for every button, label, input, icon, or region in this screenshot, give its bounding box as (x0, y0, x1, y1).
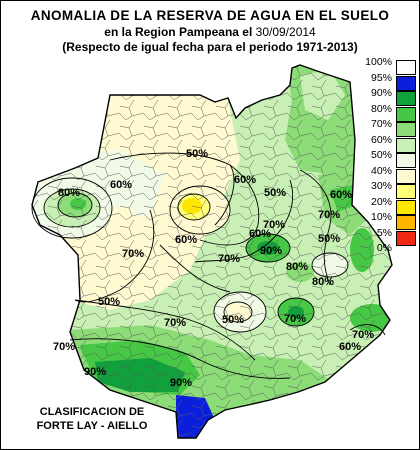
legend-swatch (396, 75, 416, 91)
contour-label: 70% (263, 219, 285, 231)
contour-label: 60% (234, 174, 256, 186)
legend-label: 60% (370, 133, 392, 146)
legend-label: 100% (365, 56, 392, 68)
legend-swatch (396, 153, 416, 168)
legend-swatch (396, 199, 416, 215)
contour-label-group: 50% 50% 50% 60% 60% 60% 60% 60% 70% 70% … (53, 148, 374, 389)
legend-label: 70% (370, 118, 392, 130)
contour-label: 50% (98, 296, 120, 308)
contour-label: 70% (318, 209, 340, 221)
region-fill (32, 65, 392, 438)
legend-label: 10% (370, 211, 392, 223)
legend-swatch (396, 106, 416, 122)
map-title: ANOMALIA DE LA RESERVA DE AGUA EN EL SUE… (30, 8, 390, 23)
contour-label: 70% (352, 329, 374, 341)
contour-label: 70% (218, 253, 240, 265)
legend-label: 20% (370, 195, 392, 208)
contour-label: 60% (330, 189, 352, 201)
contour-label: 50% (264, 187, 286, 199)
contour-label: 60% (339, 341, 361, 353)
contour-label: 90% (84, 366, 106, 378)
contour-label: 50% (222, 314, 244, 326)
credit-line-1: CLASIFICACION DE (39, 406, 145, 418)
legend-label: 0% (376, 242, 392, 254)
subtitle-region: en la Region Pampeana el (104, 25, 256, 39)
contour-label: 90% (170, 377, 192, 389)
legend-label: 40% (370, 164, 392, 177)
contour-label: 50% (318, 233, 340, 245)
legend-swatch (396, 215, 416, 230)
credit-line-2: FORTE LAY - AIELLO (36, 420, 148, 432)
legend-swatch (396, 137, 416, 153)
contour-label: 70% (53, 341, 75, 353)
legend-label: 50% (370, 149, 392, 161)
subtitle-date: 30/09/2014 (255, 25, 316, 39)
contour-label: 80% (312, 276, 334, 288)
legend-swatch (396, 168, 416, 184)
contour-label: 80% (286, 261, 308, 273)
contour-label: 60% (110, 179, 132, 191)
legend-swatch (396, 122, 416, 137)
contour-label: 80% (58, 187, 80, 199)
contour-label: 50% (186, 148, 208, 160)
legend-swatch (396, 184, 416, 199)
legend-swatch (396, 230, 416, 246)
legend-label: 90% (370, 87, 392, 99)
contour-label: 60% (249, 228, 271, 240)
contour-label: 90% (260, 245, 282, 257)
contour-lines (31, 152, 386, 379)
legend-label: 95% (370, 71, 392, 84)
legend-swatch (396, 60, 416, 75)
region-outline (31, 64, 393, 439)
legend-label: 5% (376, 226, 392, 239)
contour-label: 60% (175, 234, 197, 246)
classification-credit: CLASIFICACION DE FORTE LAY - AIELLO (22, 405, 162, 433)
map-reference-period: (Respecto de igual fecha para el periodo… (62, 40, 358, 54)
contour-label: 70% (122, 248, 144, 260)
contour-label: 70% (284, 313, 306, 325)
legend-swatch (396, 91, 416, 106)
legend-label: 30% (370, 180, 392, 192)
contour-label: 70% (164, 317, 186, 329)
legend-label: 80% (370, 102, 392, 115)
map-subtitle: en la Region Pampeana el 30/09/2014 (0, 25, 420, 39)
